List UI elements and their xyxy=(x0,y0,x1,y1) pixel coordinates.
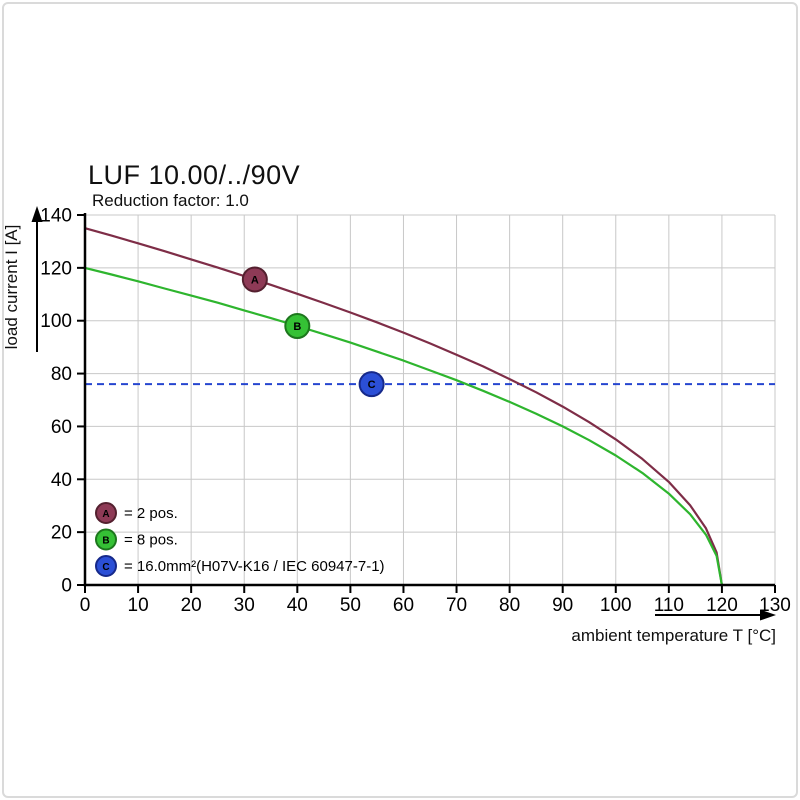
marker-B-letter: B xyxy=(293,321,301,333)
x-tick-label: 110 xyxy=(654,595,684,616)
x-tick-label: 100 xyxy=(600,595,632,616)
markers-layer: A B C xyxy=(241,266,385,398)
y-axis-label: load current I [A] xyxy=(2,225,21,350)
y-tick-label: 60 xyxy=(51,417,72,438)
marker-B xyxy=(284,313,311,339)
marker-C-letter: C xyxy=(368,379,376,391)
legend-label-B: = 8 pos. xyxy=(124,532,178,549)
legend-marker-C-letter: C xyxy=(102,562,109,573)
x-tick-label: 70 xyxy=(446,595,467,616)
y-axis-arrow xyxy=(31,206,43,352)
x-tick-label: 40 xyxy=(287,595,308,616)
x-tick-label: 120 xyxy=(706,595,738,616)
x-tick-label: 80 xyxy=(499,595,520,616)
legend-layer: A = 2 pos. B = 8 pos. C = 16.0mm²(H07V-K16 / … xyxy=(95,502,385,577)
y-tick-label: 140 xyxy=(40,206,72,227)
x-axis-arrow xyxy=(655,609,776,621)
legend-marker-A-letter: A xyxy=(102,509,109,520)
marker-A xyxy=(241,266,268,293)
curve-A xyxy=(84,227,723,586)
x-tick-label: 90 xyxy=(552,595,573,616)
x-tick-label: 30 xyxy=(234,595,255,616)
legend-label-C: = 16.0mm²(H07V-K16 / IEC 60947-7-1) xyxy=(124,558,385,575)
curve-B xyxy=(84,266,723,586)
grid-layer xyxy=(85,214,776,585)
chart-title: LUF 10.00/../90V xyxy=(88,160,300,190)
x-tick-label: 130 xyxy=(759,595,791,616)
x-tick-label: 0 xyxy=(80,595,91,616)
x-tick-label: 20 xyxy=(181,595,202,616)
curves-layer xyxy=(84,227,723,586)
x-axis-label: ambient temperature T [°C] xyxy=(571,626,776,645)
x-tick-label: 10 xyxy=(128,595,149,616)
legend-marker-B xyxy=(95,528,117,551)
x-tick-label: 60 xyxy=(393,595,414,616)
legend-marker-B-letter: B xyxy=(102,535,109,546)
chart-subtitle: Reduction factor: 1.0 xyxy=(92,191,249,210)
legend-marker-C xyxy=(95,555,117,577)
y-tick-label: 40 xyxy=(51,470,72,491)
y-tick-label: 80 xyxy=(51,364,72,385)
x-tick-label: 50 xyxy=(340,595,361,616)
marker-A-letter: A xyxy=(251,274,259,286)
axes-layer xyxy=(83,213,775,587)
y-tick-label: 20 xyxy=(51,523,72,544)
y-tick-label: 120 xyxy=(40,258,72,279)
y-tick-label: 0 xyxy=(61,576,72,597)
y-tick-label: 100 xyxy=(40,311,72,332)
marker-C xyxy=(358,371,385,398)
ticks-layer: 0 10 20 30 40 50 60 70 80 90 100 110 120 130 0 20 40 60 80… xyxy=(40,206,791,617)
legend-label-A: = 2 pos. xyxy=(124,505,178,522)
legend-marker-A xyxy=(95,502,117,524)
